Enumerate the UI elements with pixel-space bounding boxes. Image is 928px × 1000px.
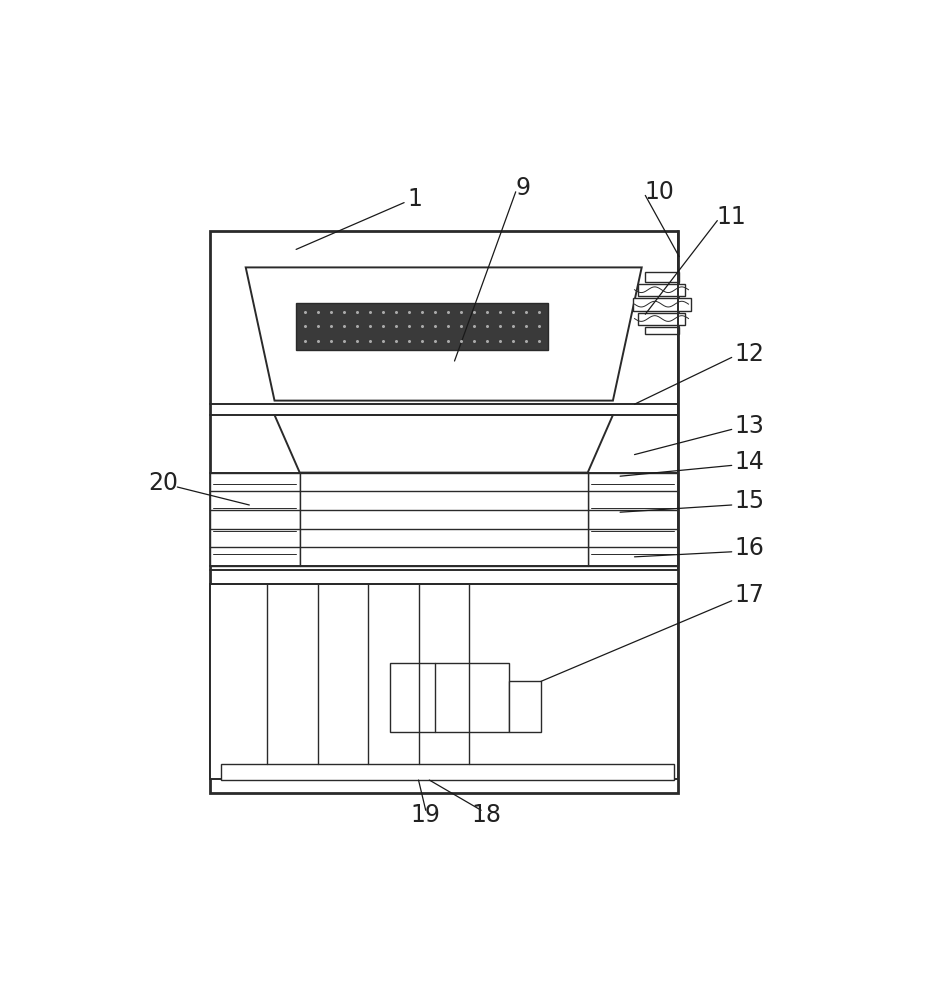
- Bar: [220, 764, 674, 780]
- Text: 19: 19: [410, 803, 440, 827]
- Polygon shape: [275, 415, 612, 473]
- Text: 16: 16: [734, 536, 764, 560]
- Bar: [210, 231, 677, 793]
- Text: 9: 9: [515, 176, 530, 200]
- Bar: [390, 663, 508, 732]
- Bar: [587, 473, 677, 566]
- Bar: [296, 303, 548, 350]
- Text: 14: 14: [734, 450, 764, 474]
- Bar: [508, 681, 540, 732]
- Bar: [210, 584, 677, 779]
- Text: 12: 12: [734, 342, 764, 366]
- Polygon shape: [245, 267, 641, 401]
- Bar: [638, 313, 684, 325]
- Bar: [632, 298, 690, 311]
- Text: 13: 13: [734, 414, 764, 438]
- Text: 1: 1: [407, 187, 422, 211]
- Text: 17: 17: [734, 583, 764, 607]
- Bar: [638, 284, 684, 296]
- Bar: [300, 473, 587, 566]
- Text: 20: 20: [148, 471, 178, 495]
- Bar: [210, 473, 300, 566]
- Bar: [645, 327, 678, 334]
- Text: 15: 15: [734, 489, 764, 513]
- Text: 18: 18: [471, 803, 501, 827]
- Text: 11: 11: [716, 205, 746, 229]
- Text: 10: 10: [644, 180, 674, 204]
- Bar: [645, 272, 678, 282]
